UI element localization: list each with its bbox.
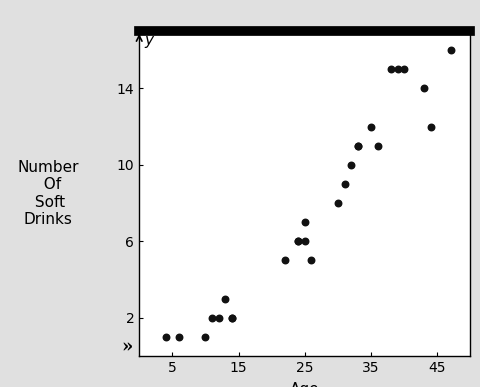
Point — [427, 123, 434, 130]
Point — [308, 257, 315, 264]
Text: y: y — [144, 33, 153, 48]
Point — [202, 334, 209, 340]
Point — [374, 142, 382, 149]
Point — [175, 334, 183, 340]
Point — [294, 238, 302, 245]
Text: Number
  Of
 Soft
Drinks: Number Of Soft Drinks — [17, 160, 79, 227]
Text: »: » — [121, 338, 132, 356]
Point — [387, 66, 395, 72]
Point — [301, 219, 309, 225]
Point — [420, 85, 428, 91]
Point — [354, 142, 361, 149]
X-axis label: Age: Age — [290, 382, 320, 387]
Point — [294, 238, 302, 245]
Point — [208, 315, 216, 321]
Point — [215, 315, 223, 321]
Point — [281, 257, 289, 264]
Point — [354, 142, 361, 149]
Point — [367, 123, 375, 130]
Point — [162, 334, 169, 340]
Point — [394, 66, 401, 72]
Point — [228, 315, 236, 321]
Point — [228, 315, 236, 321]
Point — [348, 162, 355, 168]
Point — [301, 238, 309, 245]
Point — [341, 181, 348, 187]
Point — [221, 296, 229, 302]
Point — [334, 200, 342, 206]
Point — [447, 47, 455, 53]
Point — [400, 66, 408, 72]
